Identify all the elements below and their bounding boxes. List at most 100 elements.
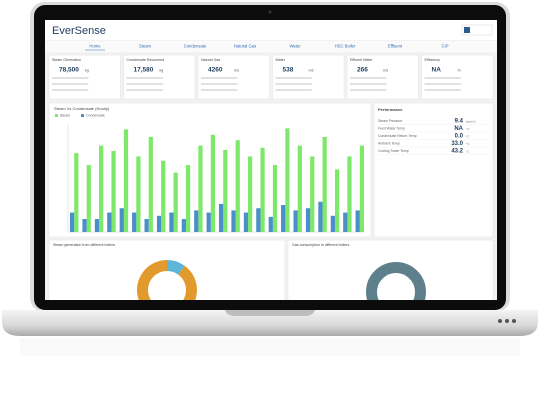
nav-item[interactable]: Effluent xyxy=(388,44,403,49)
nav-item[interactable]: Water xyxy=(289,44,301,49)
notch xyxy=(225,310,315,316)
bar xyxy=(218,203,224,232)
nav-item[interactable]: CIP xyxy=(442,44,449,49)
bar xyxy=(293,210,298,232)
bar xyxy=(136,156,141,232)
donut-title: Gas consumption in different boilers xyxy=(292,243,349,247)
card xyxy=(48,54,121,100)
card-value: 78,500 xyxy=(59,67,79,74)
bar xyxy=(119,208,124,232)
donut-title: Steam generation from different boilers xyxy=(53,243,115,247)
bar xyxy=(330,215,335,232)
legend-label: Condensate xyxy=(86,114,105,118)
bar xyxy=(144,219,149,232)
card-unit: m3 xyxy=(309,68,314,72)
card xyxy=(197,54,270,100)
legend-swatch xyxy=(81,114,84,117)
app-title: EverSense xyxy=(52,25,106,37)
bar xyxy=(248,156,253,232)
card-unit: m3 xyxy=(234,68,239,72)
dashboard: EverSense Home Steam Condensate Natural Gas… xyxy=(45,20,497,300)
nav-item[interactable]: Condensate xyxy=(184,44,207,49)
nav-item[interactable]: Steam xyxy=(139,44,152,49)
perf-unit: °C xyxy=(466,134,470,138)
legend-label: Steam xyxy=(60,114,70,118)
card-unit: kg xyxy=(160,68,164,72)
laptop-base xyxy=(2,310,538,336)
bar xyxy=(223,149,228,232)
nav-item[interactable]: Natural Gas xyxy=(234,44,256,49)
bar xyxy=(185,165,191,232)
bar xyxy=(243,212,249,232)
perf-unit: kg/cm2 xyxy=(466,119,476,123)
bar xyxy=(148,136,153,232)
perf-value: 43.2 xyxy=(451,149,463,155)
bar xyxy=(256,208,261,232)
perf-value: NA xyxy=(454,126,463,132)
bar xyxy=(347,156,352,232)
bar xyxy=(322,136,327,232)
bar xyxy=(156,215,162,232)
bar xyxy=(169,212,174,232)
nav-bar xyxy=(45,41,497,52)
donut-slice xyxy=(366,262,426,300)
panel-title: Performance xyxy=(378,107,403,112)
bar xyxy=(132,212,137,232)
card-value: 266 xyxy=(357,67,368,74)
led xyxy=(505,319,509,323)
bar xyxy=(107,212,112,232)
bar xyxy=(359,145,365,232)
bar xyxy=(268,216,273,232)
performance-panel xyxy=(373,102,494,238)
perf-value: 0.0 xyxy=(455,134,464,140)
card-title: Condensate Recovered xyxy=(127,58,165,62)
nav-item[interactable]: Home xyxy=(89,44,101,49)
card-value: 4260 xyxy=(208,67,223,74)
perf-unit: °C xyxy=(466,127,470,131)
bar xyxy=(194,210,199,232)
card-title: Steam Generation xyxy=(52,58,81,62)
bar xyxy=(99,145,104,232)
bar xyxy=(161,160,166,232)
bar xyxy=(310,156,315,232)
card-value: NA xyxy=(432,67,442,74)
bar xyxy=(82,219,87,232)
perf-unit: °C xyxy=(466,142,470,146)
donut-slice xyxy=(167,260,185,275)
bar xyxy=(173,172,178,232)
nav-item[interactable]: HSC Boiler xyxy=(335,44,356,49)
header-bar xyxy=(45,20,497,40)
card xyxy=(123,54,196,100)
bar xyxy=(235,140,240,232)
card-unit: m3 xyxy=(383,68,388,72)
bar xyxy=(297,145,302,232)
bar xyxy=(94,219,100,232)
bar xyxy=(272,165,278,232)
card-value: 538 xyxy=(283,67,294,74)
camera xyxy=(268,10,272,14)
bar xyxy=(285,128,290,232)
bar xyxy=(181,219,186,232)
card-value: 17,580 xyxy=(134,67,154,74)
card xyxy=(272,54,345,100)
perf-label: Cooling Tower Temp xyxy=(378,149,409,153)
bar xyxy=(69,212,75,232)
bar xyxy=(318,201,323,232)
card-title: Water xyxy=(276,58,286,62)
bar xyxy=(210,134,216,232)
led xyxy=(512,319,516,323)
card-unit: % xyxy=(458,68,462,72)
card-title: Effluent Water xyxy=(350,58,373,62)
donut-panel xyxy=(287,239,494,300)
perf-label: Steam Pressure xyxy=(378,119,402,123)
donut-slice xyxy=(137,260,197,300)
bar xyxy=(123,129,129,232)
bar xyxy=(355,210,360,232)
logo xyxy=(461,24,493,36)
card xyxy=(346,54,419,100)
card xyxy=(421,54,494,100)
bar xyxy=(198,145,203,232)
perf-label: Feed Water Temp xyxy=(378,126,405,130)
bar xyxy=(260,147,265,232)
